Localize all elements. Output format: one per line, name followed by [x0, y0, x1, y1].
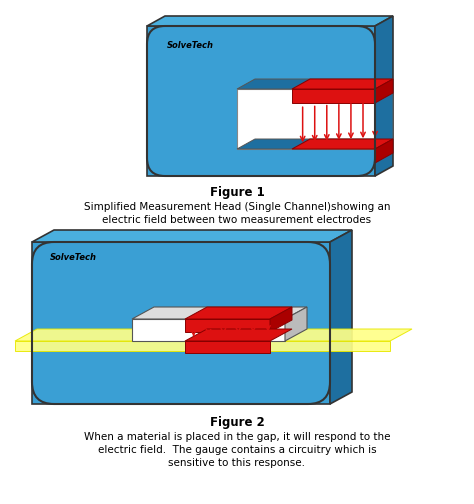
Polygon shape: [32, 230, 352, 242]
Polygon shape: [237, 89, 375, 149]
Polygon shape: [292, 139, 393, 149]
Polygon shape: [185, 329, 292, 341]
Text: Simplified Measurement Head (Single Channel)showing an
electric field between tw: Simplified Measurement Head (Single Chan…: [84, 202, 390, 225]
Text: Figure 1: Figure 1: [210, 186, 264, 199]
Polygon shape: [375, 139, 393, 163]
Polygon shape: [185, 307, 292, 319]
Polygon shape: [375, 79, 393, 149]
Text: SolveTech: SolveTech: [167, 41, 214, 50]
Polygon shape: [132, 319, 285, 341]
Polygon shape: [330, 230, 352, 404]
Text: When a material is placed in the gap, it will respond to the
electric field.  Th: When a material is placed in the gap, it…: [84, 432, 390, 468]
Polygon shape: [15, 341, 390, 351]
Polygon shape: [147, 26, 375, 176]
Polygon shape: [237, 139, 393, 149]
Polygon shape: [375, 79, 393, 103]
Polygon shape: [285, 307, 307, 341]
Text: SolveTech: SolveTech: [50, 253, 97, 262]
Polygon shape: [237, 79, 393, 89]
Polygon shape: [375, 16, 393, 176]
Text: Figure 2: Figure 2: [210, 416, 264, 429]
Polygon shape: [292, 89, 375, 103]
Polygon shape: [32, 242, 330, 404]
Polygon shape: [132, 307, 307, 319]
Polygon shape: [185, 319, 270, 332]
Polygon shape: [15, 329, 412, 341]
Polygon shape: [185, 341, 270, 353]
Polygon shape: [270, 307, 292, 332]
Polygon shape: [292, 79, 393, 89]
Polygon shape: [147, 16, 393, 26]
